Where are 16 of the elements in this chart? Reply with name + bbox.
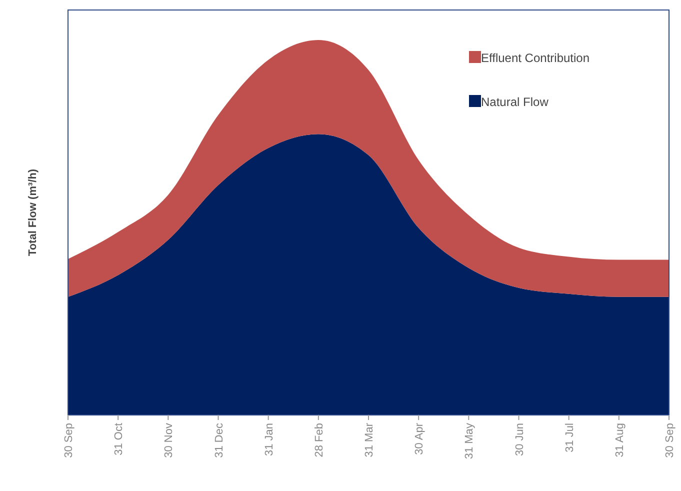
y-axis-title: Total Flow (m³/h) <box>27 168 39 256</box>
x-tick-label: 31 Jul <box>564 423 576 452</box>
x-tick-label: 31 Oct <box>113 423 126 456</box>
legend-label: Natural Flow <box>481 95 549 109</box>
x-tick-label: 30 Nov <box>163 422 176 458</box>
x-tick-label: 31 Jan <box>263 423 276 456</box>
x-tick-label: 30 Sep <box>664 423 676 458</box>
x-tick-label: 31 May <box>464 422 476 460</box>
x-tick-label: 30 Sep <box>63 423 75 458</box>
x-tick-label: 31 Mar <box>364 422 376 458</box>
legend-label: Effluent Contribution <box>481 51 590 65</box>
x-tick-label: 30 Apr <box>414 422 426 455</box>
x-tick-label: 31 Dec <box>213 422 226 458</box>
x-tick-label: 31 Aug <box>614 423 626 458</box>
x-tick-label: 30 Jun <box>514 423 526 456</box>
x-tick-label: 28 Feb <box>313 423 326 458</box>
